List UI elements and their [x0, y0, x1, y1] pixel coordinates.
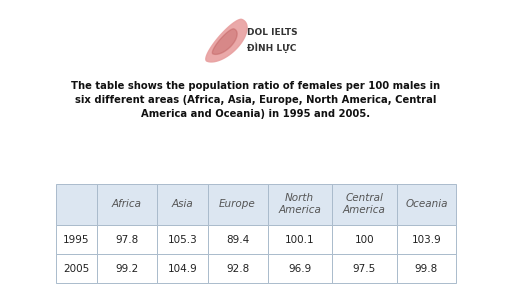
Text: ĐÌNH LỰC: ĐÌNH LỰC: [247, 43, 296, 53]
Polygon shape: [206, 19, 247, 62]
Text: The table shows the population ratio of females per 100 males in
six different a: The table shows the population ratio of …: [72, 81, 440, 120]
Polygon shape: [212, 29, 237, 54]
Text: DOL IELTS: DOL IELTS: [247, 28, 297, 37]
